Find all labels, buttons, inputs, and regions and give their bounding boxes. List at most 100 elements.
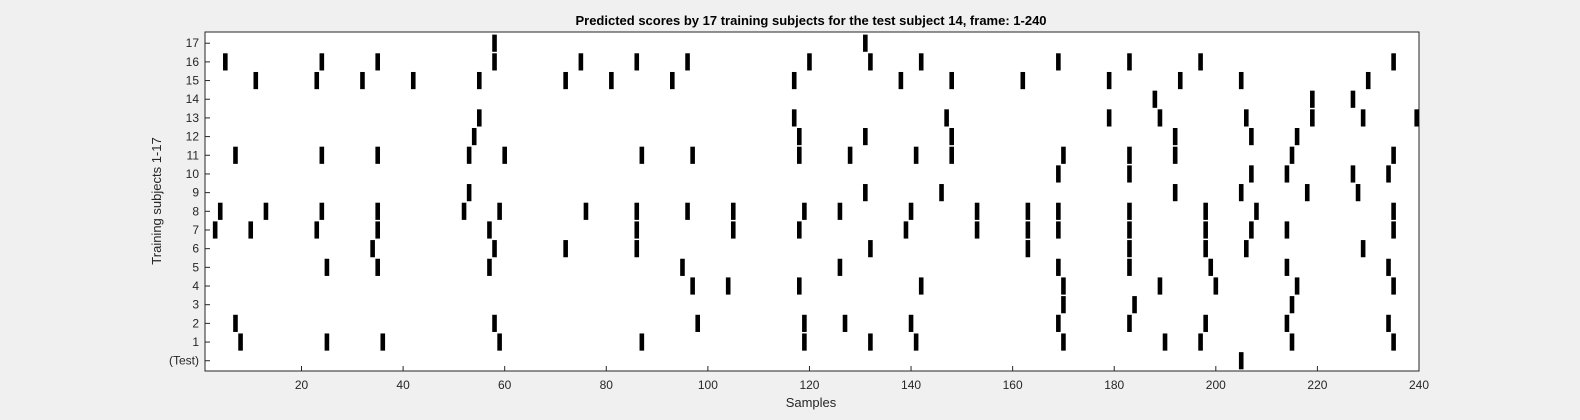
y-axis-title: Training subjects 1-17	[149, 137, 164, 264]
score-mark	[690, 277, 695, 295]
score-mark	[314, 221, 320, 239]
score-mark	[1284, 165, 1290, 183]
score-mark	[233, 146, 238, 164]
y-tick-label: 3	[192, 298, 199, 312]
score-mark	[807, 53, 812, 71]
plot-area	[204, 31, 1420, 372]
y-tick-label: 13	[186, 111, 200, 125]
score-mark	[1213, 277, 1219, 295]
score-mark	[1127, 202, 1132, 220]
y-tick-label: 10	[186, 167, 200, 181]
y-tick-label: 8	[192, 204, 199, 218]
score-mark	[797, 128, 802, 146]
score-mark	[375, 53, 380, 71]
y-tick-label: 4	[192, 279, 199, 293]
score-mark	[913, 333, 919, 351]
score-mark	[802, 314, 807, 332]
y-tick-label: 5	[192, 260, 199, 274]
score-mark	[634, 240, 640, 258]
score-mark	[1025, 240, 1031, 258]
score-mark	[375, 258, 380, 276]
score-mark	[1127, 221, 1132, 239]
score-mark	[680, 258, 685, 276]
score-mark	[868, 333, 873, 351]
score-mark	[1350, 165, 1356, 183]
score-mark	[324, 333, 330, 351]
score-mark	[375, 202, 380, 220]
score-mark	[1244, 240, 1249, 258]
x-tick-label: 60	[498, 378, 512, 392]
score-mark	[476, 71, 482, 90]
score-mark	[1020, 71, 1026, 90]
score-mark	[1203, 202, 1208, 220]
score-mark	[1350, 90, 1356, 108]
score-mark	[563, 240, 568, 258]
score-mark	[863, 184, 868, 202]
score-mark	[802, 333, 807, 351]
score-mark	[918, 277, 924, 295]
score-mark	[730, 202, 736, 220]
score-mark	[670, 71, 675, 90]
score-mark	[476, 109, 482, 127]
score-mark	[314, 71, 320, 90]
score-mark	[319, 53, 325, 71]
score-mark	[949, 128, 954, 146]
score-mark	[863, 128, 868, 146]
x-tick-label: 80	[600, 378, 614, 392]
score-mark	[1157, 109, 1163, 127]
score-mark	[492, 240, 497, 258]
score-mark	[842, 314, 848, 332]
score-mark	[913, 146, 919, 164]
x-tick-label: 160	[1003, 378, 1023, 392]
score-mark	[1391, 221, 1396, 239]
x-tick-label: 120	[799, 378, 819, 392]
score-mark	[1284, 314, 1290, 332]
score-mark	[1238, 71, 1244, 90]
score-mark	[847, 146, 853, 164]
score-mark	[974, 221, 980, 239]
score-mark	[1172, 128, 1178, 146]
score-mark	[903, 221, 909, 239]
score-mark	[1249, 165, 1254, 183]
score-mark	[1061, 333, 1066, 351]
y-tick-label: 14	[186, 92, 200, 106]
y-tick-label: 12	[186, 130, 200, 144]
score-mark	[497, 202, 502, 220]
score-mark	[380, 333, 386, 351]
y-tick-label: 2	[192, 316, 199, 330]
score-mark	[974, 202, 980, 220]
score-mark	[370, 240, 375, 258]
score-mark	[1106, 71, 1112, 90]
score-mark	[1386, 314, 1391, 332]
score-mark	[1127, 146, 1132, 164]
x-axis-title: Samples	[786, 395, 837, 410]
score-mark	[868, 240, 873, 258]
score-mark	[487, 258, 492, 276]
score-mark	[1355, 184, 1361, 202]
score-mark	[797, 277, 802, 295]
score-mark	[492, 53, 497, 71]
x-tick-label: 100	[698, 378, 718, 392]
score-mark	[791, 71, 797, 90]
score-mark	[410, 71, 416, 90]
score-mark	[918, 53, 924, 71]
score-mark	[1386, 165, 1391, 183]
score-mark	[791, 109, 797, 127]
score-mark	[1056, 221, 1061, 239]
chart-title: Predicted scores by 17 training subjects…	[575, 13, 1046, 28]
score-mark	[1056, 202, 1061, 220]
x-tick-label: 240	[1409, 378, 1429, 392]
score-mark	[238, 333, 243, 351]
score-mark	[1056, 258, 1061, 276]
score-mark	[837, 258, 843, 276]
score-mark	[944, 109, 949, 127]
score-mark	[578, 53, 584, 71]
score-mark	[1284, 258, 1290, 276]
score-mark	[492, 34, 497, 52]
x-tick-label: 220	[1307, 378, 1327, 392]
score-mark	[685, 53, 690, 71]
score-mark	[1152, 90, 1158, 108]
score-mark	[639, 146, 645, 164]
score-mark	[563, 71, 568, 90]
